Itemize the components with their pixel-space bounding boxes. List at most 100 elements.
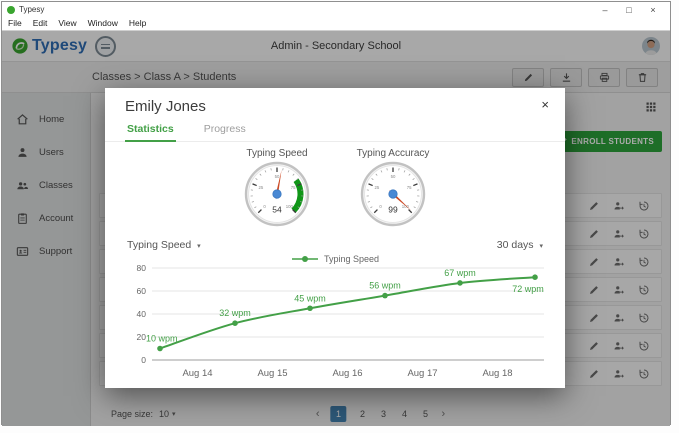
close-modal-icon[interactable]: × [541, 97, 549, 112]
download-action-button[interactable] [550, 67, 582, 87]
unenroll-icon [614, 285, 624, 294]
clipboard-icon [18, 213, 27, 224]
history-student-icon[interactable] [638, 368, 650, 380]
svg-text:99: 99 [388, 205, 398, 215]
enroll-students-label: ENROLL STUDENTS [571, 137, 654, 146]
edit-student-icon[interactable] [588, 256, 600, 268]
breadcrumb[interactable]: Classes > Class A > Students [92, 71, 237, 83]
metric-caret-icon: ▾ [197, 243, 201, 250]
edit-action-button[interactable] [512, 67, 544, 87]
menu-window[interactable]: Window [87, 18, 118, 28]
svg-text:20: 20 [137, 332, 147, 342]
page-number[interactable]: 3 [380, 409, 386, 419]
unenroll-icon [614, 257, 624, 266]
delete-action-button[interactable] [626, 67, 658, 87]
unenroll-student-icon[interactable] [613, 340, 625, 352]
edit-student-icon[interactable] [588, 200, 600, 212]
svg-text:Aug 18: Aug 18 [482, 368, 512, 379]
edit-student-icon[interactable] [588, 228, 600, 240]
unenroll-student-icon[interactable] [613, 200, 625, 212]
edit-student-icon[interactable] [588, 284, 600, 296]
unenroll-student-icon[interactable] [613, 368, 625, 380]
sidebar-item-label: Account [39, 213, 74, 224]
menu-file[interactable]: File [8, 18, 22, 28]
svg-text:100: 100 [286, 204, 294, 209]
svg-text:25: 25 [374, 185, 379, 190]
unenroll-student-icon[interactable] [613, 312, 625, 324]
sidebar-item-users[interactable]: Users [2, 136, 90, 169]
print-action-button[interactable] [588, 67, 620, 87]
typesy-logo: Typesy [12, 37, 87, 55]
pagination-bar: Page size: 10 ▾ ‹ 1 2 3 4 5 › [91, 402, 670, 426]
svg-text:Aug 14: Aug 14 [182, 368, 212, 379]
legend-label: Typing Speed [323, 254, 380, 264]
history-icon [639, 369, 649, 378]
edit-student-icon[interactable] [588, 368, 600, 380]
history-student-icon[interactable] [638, 312, 650, 324]
unenroll-student-icon[interactable] [613, 256, 625, 268]
svg-text:72 wpm: 72 wpm [512, 284, 544, 294]
svg-text:Aug 16: Aug 16 [332, 368, 362, 379]
edit-icon [590, 341, 598, 350]
close-window-button[interactable]: × [650, 4, 656, 15]
sidebar-item-support[interactable]: Support [2, 235, 90, 268]
menu-help[interactable]: Help [128, 18, 147, 28]
page-size-select[interactable]: 10 [159, 409, 170, 419]
range-caret-icon: ▾ [539, 243, 543, 250]
tab-statistics[interactable]: Statistics [125, 120, 176, 142]
edit-icon [590, 257, 598, 266]
page-number[interactable]: 5 [422, 409, 428, 419]
window-title: Typesy [19, 5, 45, 14]
unenroll-icon [614, 229, 624, 238]
typesy-logo-icon [12, 38, 28, 54]
edit-icon [590, 201, 598, 210]
svg-text:25: 25 [258, 185, 263, 190]
sidebar-item-home[interactable]: Home [2, 103, 90, 136]
sidebar-item-classes[interactable]: Classes [2, 169, 90, 202]
minimize-button[interactable]: – [602, 4, 608, 15]
unenroll-student-icon[interactable] [613, 284, 625, 296]
os-titlebar: Typesy – □ × [2, 2, 670, 16]
unenroll-student-icon[interactable] [613, 228, 625, 240]
menu-edit[interactable]: Edit [32, 18, 48, 28]
app-icon [7, 5, 15, 14]
sidebar-item-account[interactable]: Account [2, 202, 90, 235]
gauge-typing-speed: Typing Speed 0 25 50 75 100 54 [221, 148, 333, 232]
gauge-dial: 0 25 50 75 100 54 [244, 161, 310, 227]
legend-marker-icon [291, 256, 318, 262]
history-student-icon[interactable] [638, 256, 650, 268]
svg-text:56 wpm: 56 wpm [369, 281, 401, 291]
page-number[interactable]: 2 [359, 409, 365, 419]
home-icon [17, 114, 28, 125]
menu-view[interactable]: View [58, 18, 77, 28]
history-student-icon[interactable] [638, 228, 650, 240]
svg-text:67 wpm: 67 wpm [444, 268, 476, 278]
history-student-icon[interactable] [638, 340, 650, 352]
gauge-dial: 0 25 50 75 100 99 [360, 161, 426, 227]
app-area: Typesy Admin - Secondary School Classes … [2, 31, 670, 426]
page-number[interactable]: 1 [330, 406, 347, 422]
tab-progress[interactable]: Progress [203, 123, 246, 135]
metric-dropdown[interactable]: Typing Speed ▾ [127, 239, 201, 251]
range-dropdown[interactable]: 30 days ▾ [497, 239, 543, 251]
svg-text:50: 50 [391, 174, 396, 179]
unenroll-icon [614, 201, 624, 210]
prev-page-icon[interactable]: ‹ [315, 408, 320, 420]
gauge-label: Typing Speed [246, 148, 308, 159]
history-icon [639, 341, 649, 350]
edit-student-icon[interactable] [588, 340, 600, 352]
typing-speed-chart: 0 20 40 60 80 Aug 14 Aug 15 Aug 16 Aug 17 Aug 18 1… [137, 263, 544, 379]
history-student-icon[interactable] [638, 200, 650, 212]
page-size-label: Page size: [111, 409, 154, 419]
avatar[interactable] [642, 37, 660, 55]
svg-text:0: 0 [141, 355, 146, 365]
page-number[interactable]: 4 [401, 409, 407, 419]
svg-text:80: 80 [137, 264, 147, 273]
next-page-icon[interactable]: › [441, 408, 446, 420]
edit-student-icon[interactable] [588, 312, 600, 324]
maximize-button[interactable]: □ [626, 4, 632, 15]
app-window: Typesy – □ × File Edit View Window Help Type… [1, 1, 671, 426]
grid-view-icon[interactable] [645, 100, 657, 118]
history-student-icon[interactable] [638, 284, 650, 296]
